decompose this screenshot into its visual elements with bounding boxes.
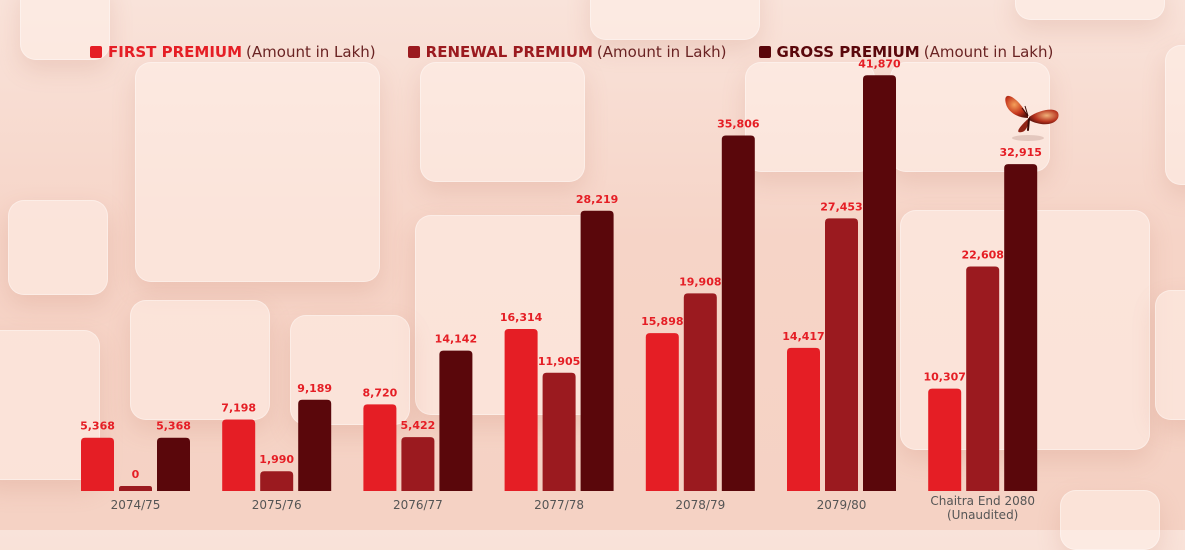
bar-first-3 bbox=[504, 329, 538, 491]
data-label-gross-6: 32,915 bbox=[999, 146, 1041, 159]
x-tick-label-4: 2078/79 bbox=[675, 498, 725, 512]
data-label-renewal-4: 19,908 bbox=[679, 275, 721, 288]
data-label-renewal-5: 27,453 bbox=[820, 200, 862, 213]
bg-tile bbox=[1155, 290, 1185, 420]
bar-renewal-2 bbox=[401, 437, 435, 491]
x-tick-label-1: 2075/76 bbox=[252, 498, 302, 512]
bg-tile bbox=[420, 62, 585, 182]
data-label-first-0: 5,368 bbox=[80, 420, 115, 433]
x-tick-label-2: 2076/77 bbox=[393, 498, 443, 512]
legend-item-renewal-premium[interactable]: RENEWAL PREMIUM (Amount in Lakh) bbox=[407, 43, 727, 61]
legend-unit-renewal: (Amount in Lakh) bbox=[596, 43, 727, 61]
data-label-first-1: 7,198 bbox=[221, 402, 256, 415]
bar-first-5 bbox=[787, 347, 820, 491]
bar-first-4 bbox=[645, 333, 679, 491]
data-label-gross-0: 5,368 bbox=[156, 420, 191, 433]
legend-label-renewal: RENEWAL PREMIUM bbox=[425, 43, 593, 61]
legend-swatch-first bbox=[90, 46, 102, 58]
butterfly-icon bbox=[1005, 95, 1059, 141]
bar-gross-1 bbox=[298, 399, 332, 491]
data-label-gross-2: 14,142 bbox=[435, 333, 477, 346]
legend-unit-first: (Amount in Lakh) bbox=[246, 43, 376, 61]
bg-tile bbox=[130, 300, 270, 420]
data-label-renewal-6: 22,608 bbox=[961, 249, 1003, 262]
x-tick-label-5: 2079/80 bbox=[817, 498, 867, 512]
premium-bar-chart: 5,368 0 5,368 2074/75 7,198 1,990 9,189 2075/76… bbox=[80, 57, 1042, 522]
legend-unit-gross: (Amount in Lakh) bbox=[923, 43, 1054, 61]
data-label-gross-1: 9,189 bbox=[297, 382, 332, 395]
data-label-gross-4: 35,806 bbox=[717, 117, 760, 130]
data-label-renewal-2: 5,422 bbox=[401, 419, 436, 432]
data-label-first-2: 8,720 bbox=[363, 386, 398, 399]
legend-swatch-renewal bbox=[407, 46, 420, 58]
bar-renewal-0 bbox=[119, 486, 152, 491]
legend-swatch-gross bbox=[758, 46, 771, 58]
bar-gross-5 bbox=[863, 75, 896, 492]
bg-tile bbox=[590, 0, 760, 40]
data-label-first-4: 15,898 bbox=[641, 315, 683, 328]
bar-gross-0 bbox=[157, 437, 190, 491]
data-label-gross-3: 28,219 bbox=[576, 193, 618, 206]
bar-first-2 bbox=[363, 404, 397, 491]
bar-gross-3 bbox=[580, 210, 614, 491]
legend-label-first: FIRST PREMIUM bbox=[108, 43, 243, 61]
data-label-renewal-3: 11,905 bbox=[538, 355, 580, 368]
legend-item-gross-premium[interactable]: GROSS PREMIUM (Amount in Lakh) bbox=[758, 43, 1054, 61]
data-label-first-6: 10,307 bbox=[923, 371, 965, 384]
x-tick-label-0: 2074/75 bbox=[111, 498, 161, 512]
chart-legend: FIRST PREMIUM (Amount in Lakh) RENEWAL P… bbox=[90, 41, 1053, 63]
bar-renewal-4 bbox=[683, 293, 717, 491]
x-tick-label-6: Chaitra End 2080 (Unaudited) bbox=[930, 494, 1035, 522]
bar-gross-4 bbox=[721, 135, 755, 492]
data-label-renewal-0: 0 bbox=[132, 468, 140, 481]
legend-label-gross: GROSS PREMIUM bbox=[776, 43, 920, 61]
data-label-first-5: 14,417 bbox=[782, 330, 824, 343]
bar-gross-2 bbox=[439, 350, 473, 491]
bg-tile bbox=[135, 62, 380, 282]
data-label-gross-5: 41,870 bbox=[858, 57, 901, 70]
bar-renewal-1 bbox=[260, 471, 294, 491]
legend-item-first-premium[interactable]: FIRST PREMIUM (Amount in Lakh) bbox=[90, 43, 376, 61]
bar-first-0 bbox=[81, 437, 114, 491]
bar-renewal-6 bbox=[966, 266, 1000, 491]
bg-tile bbox=[1165, 45, 1185, 185]
bar-gross-6 bbox=[1004, 164, 1038, 492]
data-label-renewal-1: 1,990 bbox=[259, 453, 294, 466]
bg-tile bbox=[745, 62, 875, 172]
bar-renewal-5 bbox=[825, 218, 858, 492]
bar-first-6 bbox=[928, 388, 962, 491]
bar-renewal-3 bbox=[542, 372, 576, 491]
bg-tile bbox=[8, 200, 108, 295]
bg-tile bbox=[1015, 0, 1165, 20]
data-label-first-3: 16,314 bbox=[500, 311, 543, 324]
bar-first-1 bbox=[222, 419, 256, 491]
x-tick-label-3: 2077/78 bbox=[534, 498, 584, 512]
